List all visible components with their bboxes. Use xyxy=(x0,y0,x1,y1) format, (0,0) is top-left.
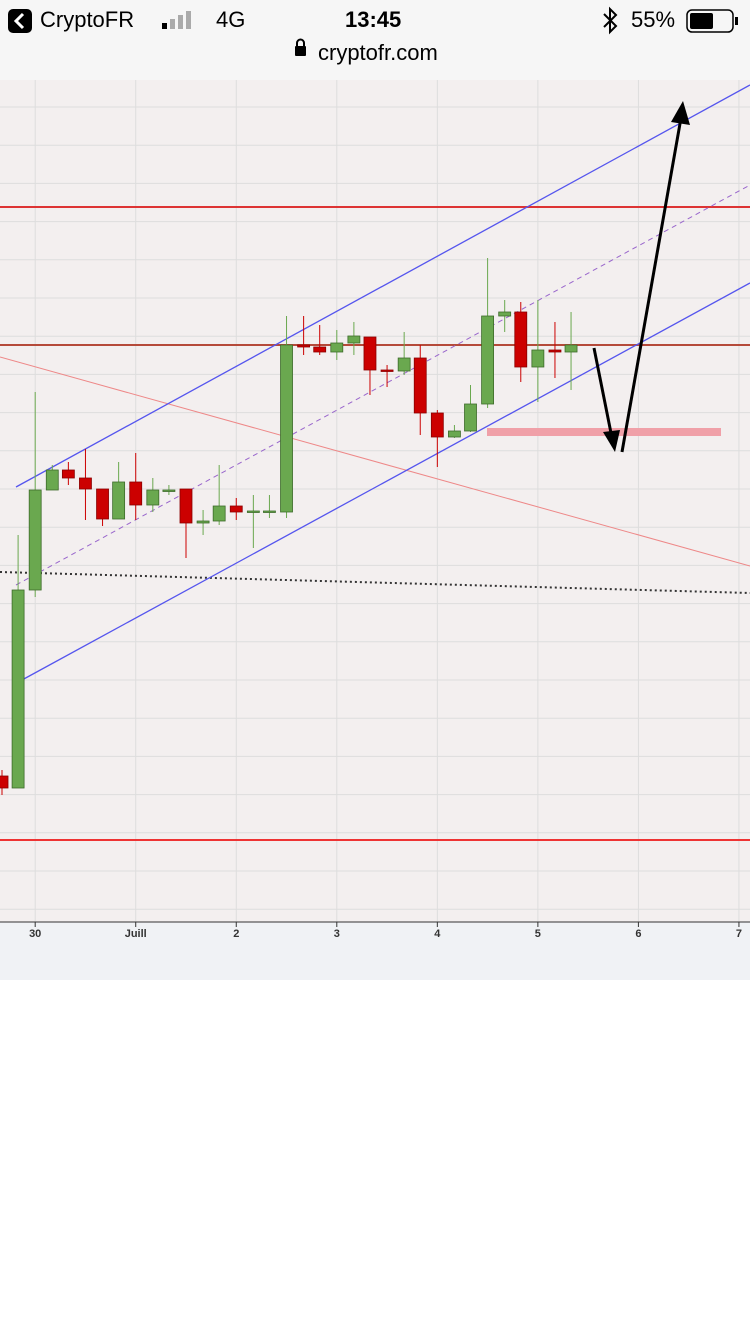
candle-body xyxy=(498,311,512,317)
candle-body xyxy=(280,344,293,513)
candle-body xyxy=(45,469,59,491)
candle-body xyxy=(196,520,210,524)
arrows xyxy=(592,101,690,453)
channel-top xyxy=(15,84,750,488)
x-tick-label: Juill xyxy=(125,928,147,940)
candle-body xyxy=(129,481,143,506)
candle-body xyxy=(514,311,528,368)
candle-body xyxy=(179,488,193,524)
x-tick-label: 7 xyxy=(736,928,742,940)
x-tick-label: 3 xyxy=(334,928,340,940)
network: 4G xyxy=(216,7,245,32)
back-icon xyxy=(13,12,25,30)
candle-body xyxy=(313,346,327,353)
candle-body xyxy=(481,315,495,405)
candle-body xyxy=(11,589,25,789)
arrow-down xyxy=(592,347,614,439)
browser-bar xyxy=(0,0,750,80)
candle-body xyxy=(330,342,344,353)
candle-body xyxy=(212,505,226,522)
candle-body xyxy=(229,505,243,513)
battery-fill xyxy=(690,13,713,29)
candles xyxy=(0,258,578,795)
x-tick-label: 4 xyxy=(434,928,441,940)
candle-body xyxy=(112,481,126,520)
candle-body xyxy=(397,357,411,372)
candle-body xyxy=(162,489,176,492)
battery-level: 55% xyxy=(631,7,675,32)
candle-body xyxy=(146,489,160,506)
candle-body xyxy=(263,510,276,513)
candle-body xyxy=(297,344,311,348)
battery-tip xyxy=(735,17,738,25)
time: 13:45 xyxy=(345,7,401,32)
arrow-head xyxy=(671,101,690,125)
candle-body xyxy=(96,488,109,520)
candle-body xyxy=(246,510,260,513)
bluetooth-icon xyxy=(603,6,618,35)
channel-bottom xyxy=(21,282,750,681)
candle-body xyxy=(28,489,42,591)
candle-body xyxy=(464,403,477,432)
app-name: CryptoFR xyxy=(40,7,134,32)
candle-body xyxy=(79,477,92,490)
candle-body xyxy=(564,344,578,353)
lock-shackle xyxy=(296,38,305,47)
url[interactable]: cryptofr.com xyxy=(318,40,438,65)
candle-body xyxy=(413,357,427,414)
chart-footer xyxy=(0,922,750,980)
lock-icon xyxy=(295,46,306,56)
candle-body xyxy=(0,775,9,789)
channel-middle xyxy=(15,184,750,586)
back-button[interactable] xyxy=(8,9,32,33)
x-tick-label: 6 xyxy=(635,928,641,940)
grid xyxy=(0,80,750,922)
candle-body xyxy=(363,336,377,371)
x-tick-label: 2 xyxy=(233,928,239,940)
x-tick-label: 5 xyxy=(535,928,541,940)
candle-body xyxy=(448,430,461,438)
arrow-up xyxy=(620,117,683,453)
candle-body xyxy=(61,469,75,479)
candle-body xyxy=(430,412,444,438)
candle-body xyxy=(548,349,562,353)
trend-line xyxy=(0,356,750,567)
candle-body xyxy=(531,349,545,368)
x-tick-label: 30 xyxy=(29,928,41,940)
candle-body xyxy=(347,335,361,344)
dotted-line xyxy=(0,571,750,594)
arrow-head xyxy=(603,430,620,452)
candle-body xyxy=(380,369,394,372)
battery-icon xyxy=(686,9,734,33)
signal xyxy=(162,11,191,29)
